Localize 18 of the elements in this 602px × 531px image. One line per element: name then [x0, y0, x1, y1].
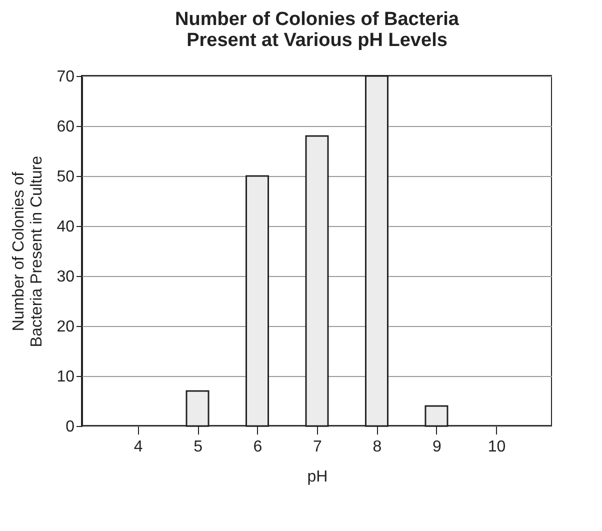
y-tick-label: 40: [56, 218, 75, 236]
y-tick-label: 20: [56, 318, 75, 336]
y-tick-label: 50: [56, 168, 75, 186]
y-axis-title: Number of Colonies of Bacteria Present in Culture: [10, 156, 46, 348]
x-tick-label: 9: [432, 438, 442, 456]
y-tick-label: 10: [56, 368, 75, 386]
x-tick-label: 8: [372, 438, 382, 456]
x-tick-label: 10: [488, 438, 506, 456]
x-tick-label: 7: [313, 438, 322, 456]
y-tick-label: 0: [66, 418, 75, 436]
x-tick-label: 6: [253, 438, 262, 456]
x-axis-title: pH: [307, 468, 328, 486]
chart-title: Number of Colonies of Bacteria Present at Various pH Levels: [175, 9, 460, 51]
y-tick-label: 70: [56, 68, 75, 86]
y-tick-label: 60: [56, 118, 75, 136]
x-tick-label: 5: [194, 438, 203, 456]
y-tick-label: 30: [56, 268, 75, 286]
x-tick-label: 4: [134, 438, 143, 456]
